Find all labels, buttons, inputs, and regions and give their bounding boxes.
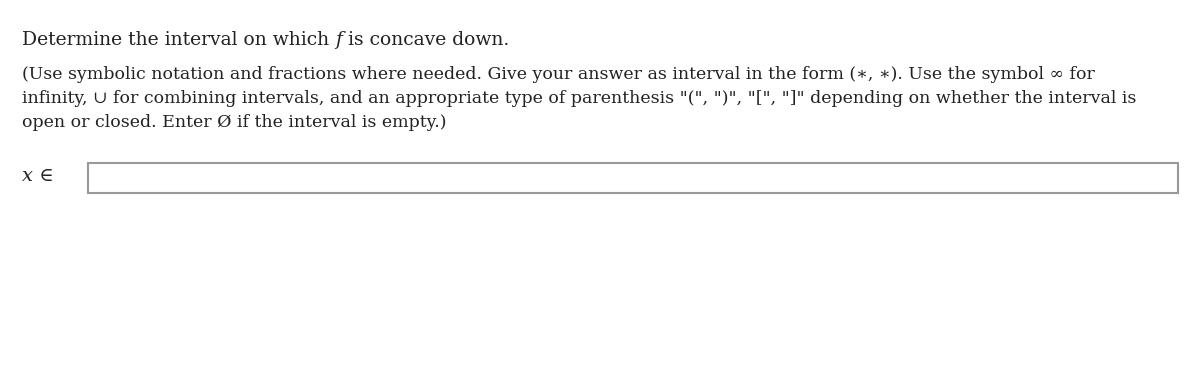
Text: Determine the interval on which: Determine the interval on which bbox=[22, 31, 335, 49]
FancyBboxPatch shape bbox=[88, 163, 1178, 193]
Text: x ∈: x ∈ bbox=[22, 167, 54, 185]
Text: (Use symbolic notation and fractions where needed. Give your answer as interval : (Use symbolic notation and fractions whe… bbox=[22, 66, 1094, 83]
Text: f: f bbox=[335, 31, 342, 49]
Text: is concave down.: is concave down. bbox=[342, 31, 509, 49]
Text: infinity, ∪ for combining intervals, and an appropriate type of parenthesis "(",: infinity, ∪ for combining intervals, and… bbox=[22, 90, 1136, 107]
Text: open or closed. Enter Ø if the interval is empty.): open or closed. Enter Ø if the interval … bbox=[22, 114, 446, 131]
